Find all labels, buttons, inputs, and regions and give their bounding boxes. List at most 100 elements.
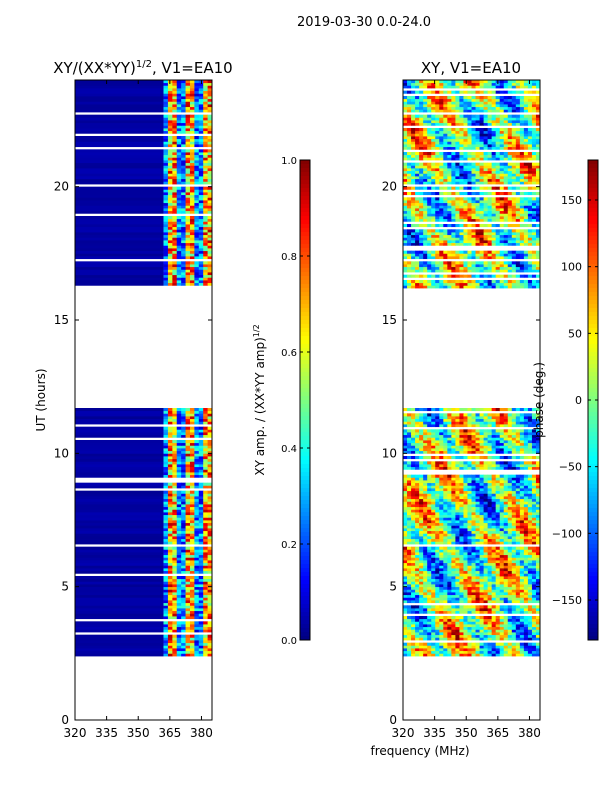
heatmap-cell <box>471 557 476 561</box>
heatmap-cell <box>443 642 448 646</box>
heatmap-cell <box>459 418 464 422</box>
heatmap-cell <box>475 573 480 577</box>
heatmap-cell <box>507 464 513 468</box>
heatmap-cell <box>431 565 436 569</box>
heatmap-cell <box>447 573 452 577</box>
heatmap-cell <box>479 562 484 566</box>
heatmap-cell <box>519 592 525 596</box>
heatmap-cell <box>491 280 497 284</box>
heatmap-cell <box>198 645 204 649</box>
heatmap-cell <box>427 432 432 436</box>
heatmap-cell <box>163 570 169 574</box>
heatmap-cell <box>172 256 178 260</box>
heatmap-cell <box>176 546 182 550</box>
heatmap-cell <box>176 237 182 241</box>
heatmap-cell <box>181 277 186 281</box>
heatmap-cell <box>503 525 509 529</box>
heatmap-cell <box>527 509 533 513</box>
heatmap-cell <box>535 549 541 553</box>
heatmap-cell <box>463 466 468 470</box>
heatmap-cell <box>203 421 208 425</box>
heatmap-cell <box>189 418 195 422</box>
heatmap-cell <box>519 533 525 537</box>
heatmap-cell <box>471 653 476 657</box>
heatmap-cell <box>427 557 432 561</box>
heatmap-cell <box>491 429 497 433</box>
heatmap-cell <box>487 480 493 484</box>
heatmap-cell <box>419 418 424 422</box>
heatmap-cell <box>176 568 182 572</box>
heatmap-cell <box>503 496 509 500</box>
heatmap-cell <box>455 576 460 580</box>
heatmap-cell <box>503 554 509 558</box>
heatmap-cell <box>443 557 448 561</box>
heatmap-cell <box>483 528 489 532</box>
heatmap-cell <box>447 504 452 508</box>
heatmap-cell <box>487 626 493 630</box>
heatmap-cell <box>531 437 537 441</box>
heatmap-cell <box>427 634 432 638</box>
heatmap-cell <box>176 408 182 412</box>
heatmap-cell <box>185 624 191 628</box>
heatmap-cell <box>511 538 517 542</box>
heatmap-cell <box>403 594 408 598</box>
heatmap-cell <box>431 600 436 604</box>
heatmap-cell <box>531 568 537 572</box>
heatmap-cell <box>527 514 533 518</box>
heatmap-cell <box>207 413 213 417</box>
heatmap-cell <box>415 506 420 510</box>
heatmap-cell <box>189 141 195 145</box>
heatmap-cell <box>491 538 497 542</box>
heatmap-cell <box>503 509 509 513</box>
heatmap-cell <box>172 98 178 102</box>
heatmap-cell <box>415 522 420 526</box>
heatmap-cell <box>519 546 525 550</box>
heatmap-cell <box>75 541 164 545</box>
heatmap-cell <box>203 576 208 580</box>
heatmap-cell <box>189 498 195 502</box>
heatmap-cell <box>475 589 480 593</box>
heatmap-cell <box>198 224 204 228</box>
heatmap-cell <box>176 157 182 161</box>
heatmap-cell <box>411 592 416 596</box>
heatmap-cell <box>181 560 186 564</box>
heatmap-cell <box>194 557 200 561</box>
heatmap-cell <box>507 445 513 449</box>
heatmap-cell <box>431 642 436 646</box>
heatmap-cell <box>189 90 195 94</box>
heatmap-cell <box>507 496 513 500</box>
heatmap-cell <box>423 477 428 481</box>
heatmap-cell <box>167 429 173 433</box>
heatmap-cell <box>176 234 182 238</box>
heatmap-cell <box>507 546 513 550</box>
heatmap-cell <box>163 557 169 561</box>
heatmap-cell <box>447 522 452 526</box>
heatmap-cell <box>487 648 493 652</box>
heatmap-cell <box>519 626 525 630</box>
heatmap-cell <box>499 530 505 534</box>
heatmap-cell <box>515 624 521 628</box>
heatmap-cell <box>167 576 173 580</box>
heatmap-cell <box>531 610 537 614</box>
heatmap-cell <box>163 210 169 214</box>
heatmap-cell <box>163 237 169 241</box>
heatmap-cell <box>415 480 420 484</box>
heatmap-cell <box>176 264 182 268</box>
heatmap-cell <box>515 648 521 652</box>
heatmap-cell <box>455 581 460 585</box>
heatmap-cell <box>527 616 533 620</box>
heatmap-cell <box>207 482 213 486</box>
heatmap-cell <box>411 632 416 636</box>
heatmap-cell <box>471 509 476 513</box>
heatmap-cell <box>181 458 186 462</box>
heatmap-cell <box>515 445 521 449</box>
heatmap-cell <box>181 101 186 105</box>
heatmap-cell <box>403 517 408 521</box>
colorbar-step <box>300 520 310 525</box>
heatmap-cell <box>163 445 169 449</box>
heatmap-cell <box>75 189 164 193</box>
heatmap-cell <box>483 608 489 612</box>
heatmap-cell <box>435 424 440 428</box>
heatmap-cell <box>75 602 164 606</box>
heatmap-cell <box>431 418 436 422</box>
